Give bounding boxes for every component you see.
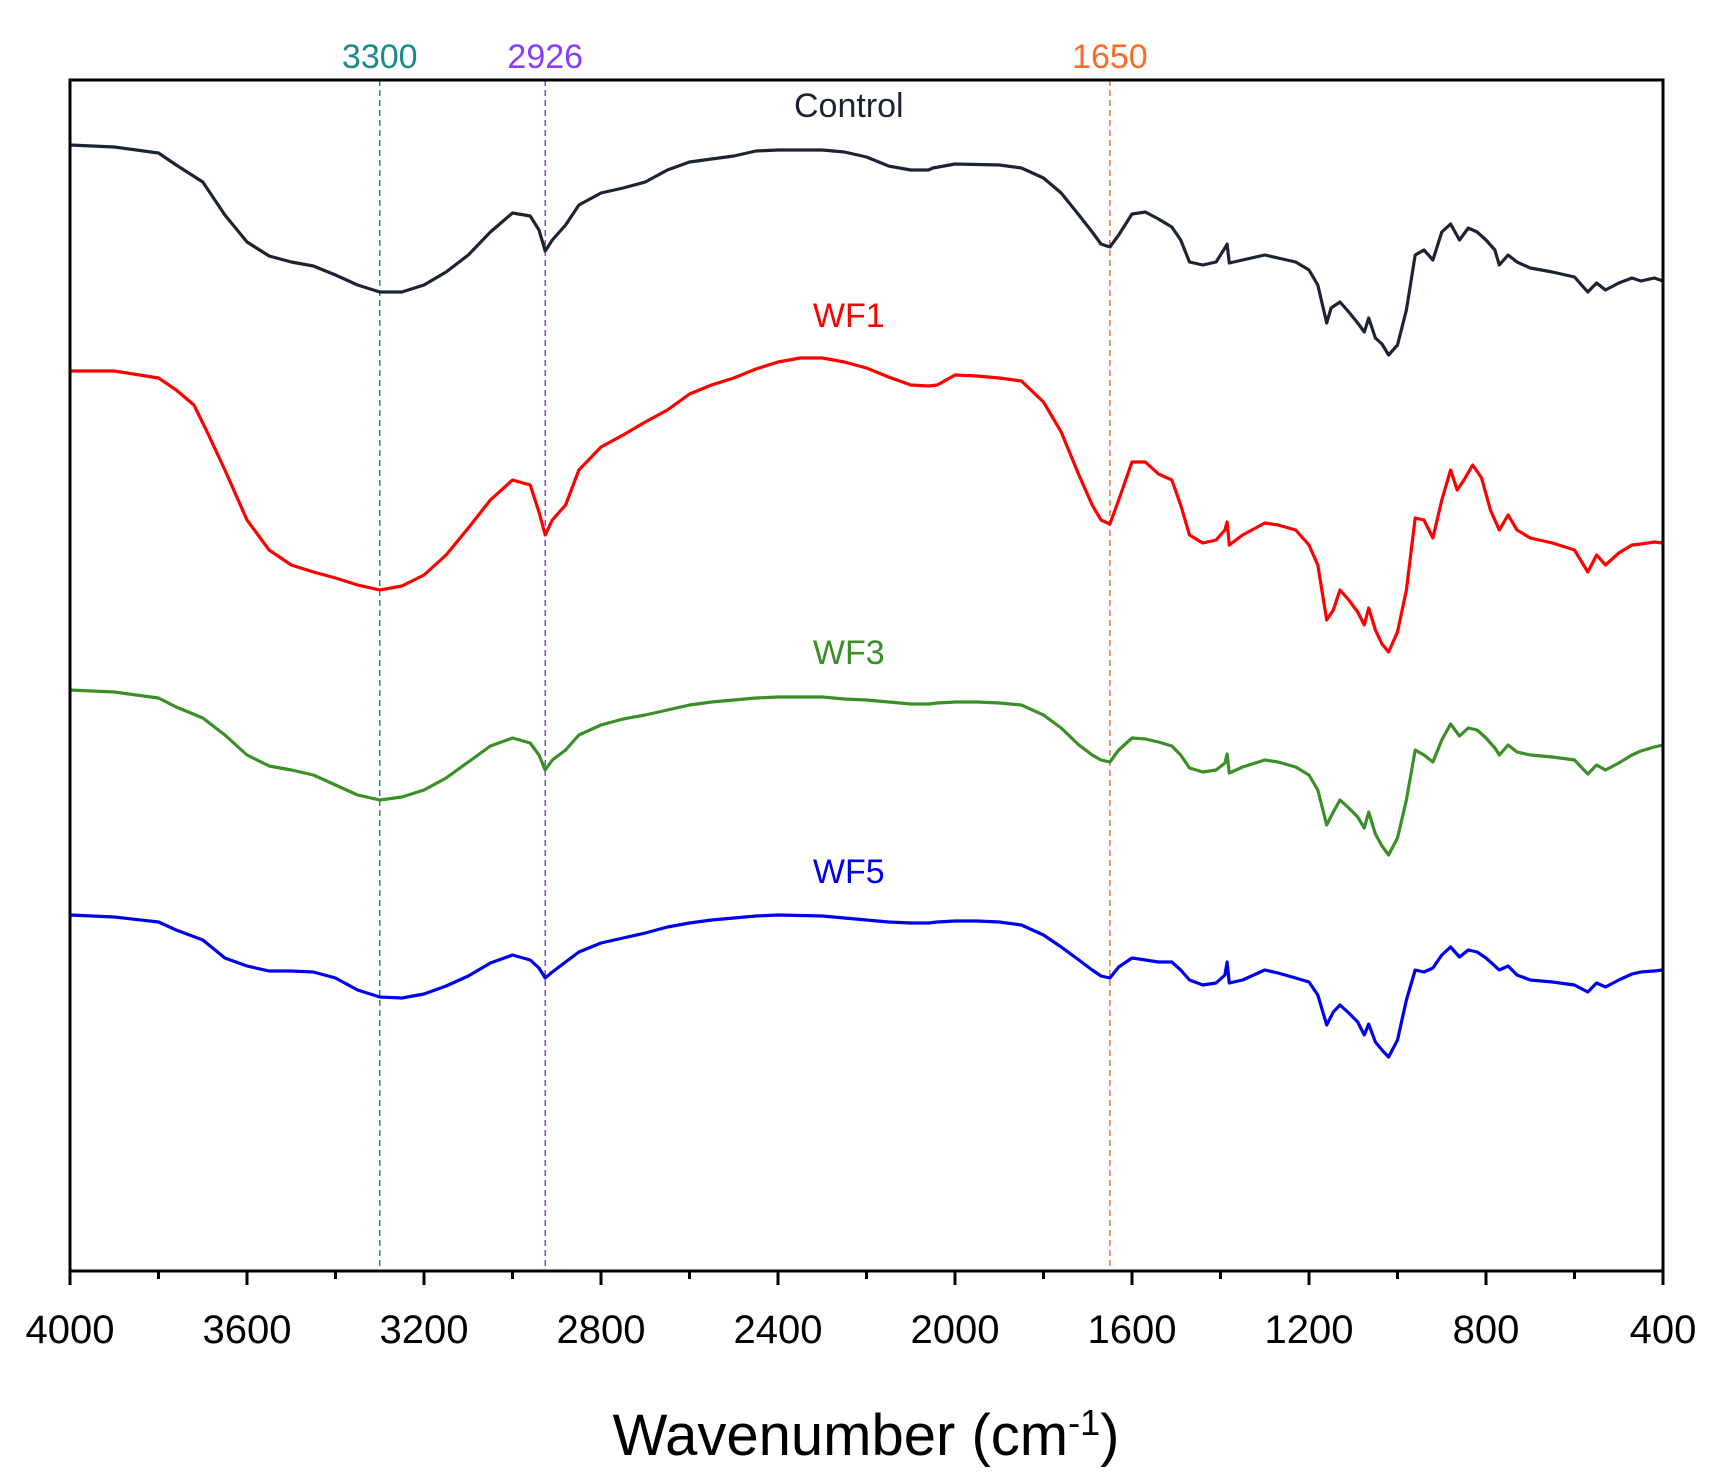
series-label-wf1: WF1 (813, 297, 885, 335)
series-line-control (69, 143, 1664, 357)
series-label-wf5: WF5 (813, 853, 885, 891)
x-tick-label-2400: 2400 (734, 1308, 823, 1352)
reference-label-1650: 1650 (1072, 38, 1148, 76)
series-label-wf3: WF3 (813, 634, 885, 672)
series-line-wf1 (70, 356, 1664, 654)
series-labels: Control WF1 WF3 WF5 (794, 87, 904, 891)
x-tick-label-2800: 2800 (557, 1308, 646, 1352)
spectrum-series (69, 143, 1664, 1059)
plot-frame (68, 78, 1665, 1273)
series-line-wf3 (69, 688, 1664, 857)
x-tick-label-1600: 1600 (1088, 1308, 1177, 1352)
x-tick-label-3600: 3600 (203, 1308, 292, 1352)
reference-label-2926: 2926 (507, 38, 583, 76)
series-label-control: Control (794, 87, 904, 125)
x-tick-label-800: 800 (1453, 1308, 1520, 1352)
x-axis-ticks (68, 1271, 1665, 1285)
reference-label-3300: 3300 (342, 38, 418, 76)
series-line-wf5 (69, 913, 1664, 1059)
x-tick-label-3200: 3200 (380, 1308, 469, 1352)
x-tick-label-400: 400 (1630, 1308, 1697, 1352)
reference-lines: 3300 2926 1650 (342, 38, 1148, 1271)
x-tick-label-1200: 1200 (1265, 1308, 1354, 1352)
x-axis-title: Wavenumber (cm-1) (613, 1402, 1120, 1469)
x-tick-label-4000: 4000 (26, 1308, 115, 1352)
x-tick-label-2000: 2000 (911, 1308, 1000, 1352)
x-axis-tick-labels: 4000 3600 3200 2800 2400 2000 1600 1200 800 400 (26, 1308, 1697, 1352)
